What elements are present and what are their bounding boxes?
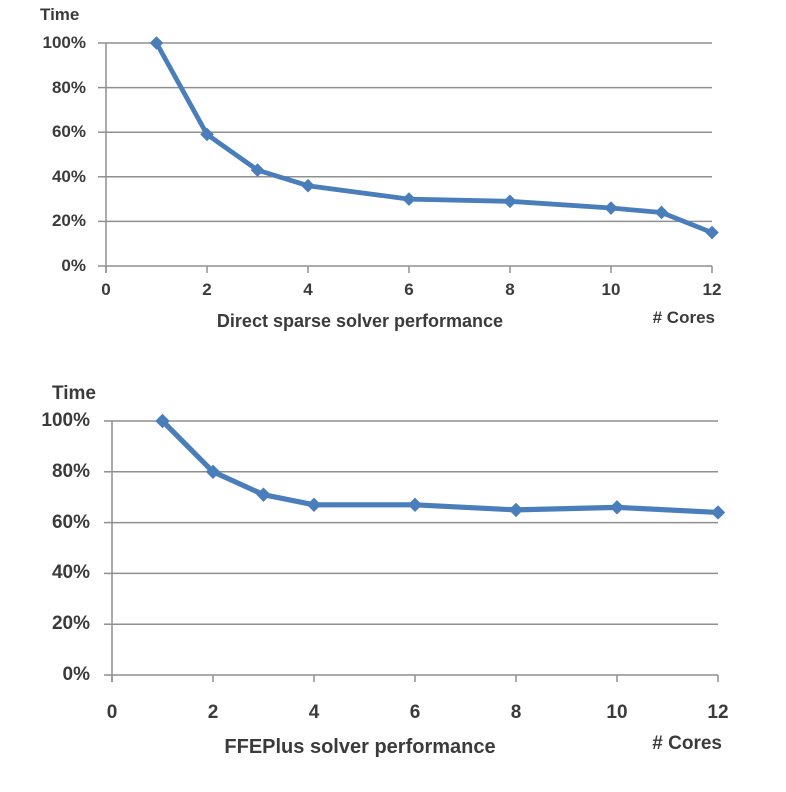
chart-title: FFEPlus solver performance xyxy=(224,736,496,758)
chart-ffeplus-solver: Time FFEPlus solver performance # Cores … xyxy=(0,360,786,792)
data-point-marker xyxy=(155,413,170,429)
x-axis-title: # Cores xyxy=(652,733,722,754)
data-point-marker xyxy=(200,127,214,142)
y-tick-label: 100% xyxy=(42,33,86,52)
y-axis-title: Time xyxy=(52,383,97,404)
x-tick-label: 2 xyxy=(202,280,212,299)
data-point-marker xyxy=(604,201,618,215)
y-tick-label: 80% xyxy=(51,460,90,482)
line-plot xyxy=(104,413,726,682)
x-tick-label: 6 xyxy=(409,702,421,723)
data-point-marker xyxy=(256,487,271,502)
y-tick-label: 80% xyxy=(51,77,86,97)
x-tick-label: 4 xyxy=(308,702,320,723)
data-point-marker xyxy=(654,205,669,220)
y-tick-label: 40% xyxy=(51,166,86,186)
x-axis-title: # Cores xyxy=(652,308,715,327)
x-tick-label: 0 xyxy=(106,702,118,723)
x-tick-label: 0 xyxy=(101,280,111,299)
data-point-marker xyxy=(301,178,315,193)
x-tick-label: 8 xyxy=(505,280,515,299)
data-point-marker xyxy=(306,497,322,513)
y-axis-title: Time xyxy=(40,5,80,24)
y-tick-label: 60% xyxy=(51,122,86,142)
chart-direct-sparse-solver: Time Direct sparse solver performance # … xyxy=(0,0,786,352)
data-point-marker xyxy=(503,194,517,209)
line-plot xyxy=(98,36,719,273)
data-series-line xyxy=(154,40,715,235)
data-series-line xyxy=(159,418,721,516)
data-point-marker xyxy=(508,502,524,518)
y-tick-label: 20% xyxy=(51,211,86,231)
y-tick-label: 20% xyxy=(51,613,90,635)
y-tick-label: 0% xyxy=(61,256,86,275)
x-tick-label: 8 xyxy=(510,702,522,723)
y-tick-label: 100% xyxy=(41,410,90,431)
x-tick-label: 12 xyxy=(707,702,729,723)
y-tick-label: 0% xyxy=(62,664,90,685)
data-point-marker xyxy=(402,192,416,206)
x-tick-label: 12 xyxy=(702,280,722,299)
chart-title: Direct sparse solver performance xyxy=(216,311,504,331)
y-tick-label: 40% xyxy=(51,562,90,584)
x-tick-label: 10 xyxy=(601,280,621,299)
data-point-marker xyxy=(250,163,265,177)
data-point-marker xyxy=(710,505,726,520)
y-tick-label: 60% xyxy=(51,511,90,533)
x-tick-label: 6 xyxy=(404,280,414,299)
x-tick-label: 2 xyxy=(207,702,219,723)
data-point-marker xyxy=(407,497,423,513)
data-point-marker xyxy=(205,464,221,479)
x-tick-label: 4 xyxy=(303,280,313,299)
data-point-marker xyxy=(149,36,164,50)
x-tick-label: 10 xyxy=(606,702,628,723)
data-point-marker xyxy=(705,225,719,240)
data-point-marker xyxy=(609,500,625,515)
